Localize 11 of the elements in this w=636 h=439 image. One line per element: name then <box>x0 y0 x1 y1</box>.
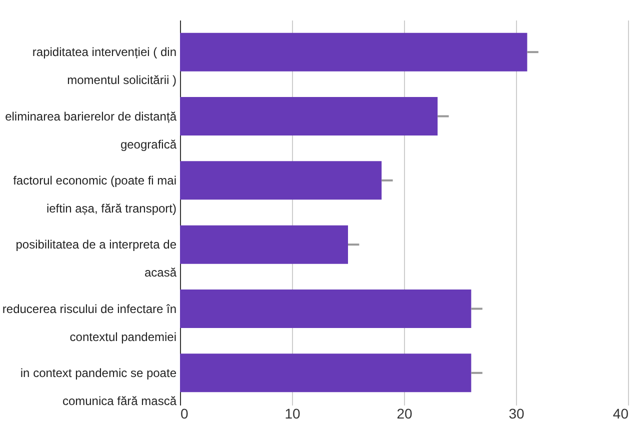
y-tick-label: rapiditatea intervenției ( din momentul solicitării ) <box>32 45 177 88</box>
x-tick-label: 20 <box>396 406 412 422</box>
x-tick-label: 0 <box>180 406 188 422</box>
y-tick-label: eliminarea barierelor de distanță geografică <box>5 109 177 152</box>
x-tick-label: 40 <box>612 406 629 422</box>
y-tick-label: posibilitatea de a interpreta de acasă <box>16 238 177 280</box>
y-tick-label: reducerea riscului de infectare în contextul pandemiei <box>2 302 176 344</box>
y-tick-label: factorul economic (poate fi mai ieftin așa, fără transport) <box>13 173 176 216</box>
x-tick-label: 10 <box>284 406 300 422</box>
x-tick-label: 30 <box>508 406 524 422</box>
y-tick-label: in context pandemic se poate comunica fără mască <box>20 366 177 408</box>
